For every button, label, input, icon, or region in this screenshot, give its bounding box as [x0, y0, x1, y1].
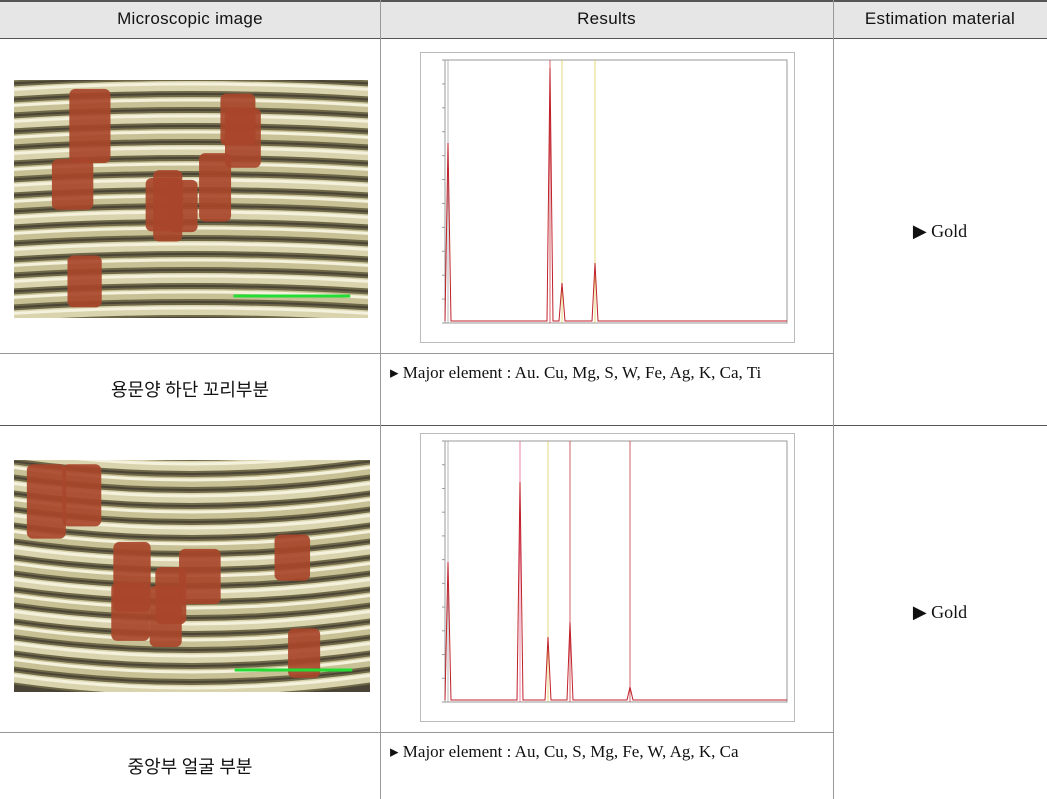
decoration: [150, 586, 182, 647]
rule: [0, 732, 833, 733]
decoration: [146, 178, 183, 231]
header-cell: Microscopic image: [0, 0, 380, 38]
rule: [380, 0, 381, 799]
spectrum-image: [420, 52, 795, 343]
rule: [0, 38, 1047, 39]
rule: [833, 0, 834, 799]
estimation: ▶ Gold: [833, 425, 1047, 799]
microscopic-image: [14, 460, 370, 692]
sample-label: 중앙부 얼굴 부분: [0, 732, 380, 799]
rule: [0, 0, 1047, 2]
elements: ▸ Major element : Au, Cu, S, Mg, Fe, W, …: [380, 732, 833, 799]
decoration: [69, 89, 110, 163]
decoration: [113, 542, 150, 612]
decoration: [275, 534, 311, 580]
rule: [0, 425, 1047, 426]
decoration: [421, 434, 795, 722]
spectrum-image: [420, 433, 795, 722]
header-cell: Results: [380, 0, 833, 38]
header-cell: Estimation material: [833, 0, 1047, 38]
decoration: [62, 464, 101, 526]
elements: ▸ Major element : Au. Cu, Mg, S, W, Fe, …: [380, 353, 833, 425]
decoration: [52, 159, 93, 210]
decoration: [27, 464, 66, 538]
decoration: [68, 255, 102, 307]
decoration: [225, 108, 261, 168]
estimation: ▶ Gold: [833, 38, 1047, 425]
decoration: [179, 549, 221, 604]
microscopic-image: [14, 80, 368, 318]
rule: [0, 353, 833, 354]
sample-label: 용문양 하단 꼬리부분: [0, 353, 380, 425]
decoration: [421, 53, 795, 343]
page: Microscopic image Results Estimation mat…: [0, 0, 1047, 799]
